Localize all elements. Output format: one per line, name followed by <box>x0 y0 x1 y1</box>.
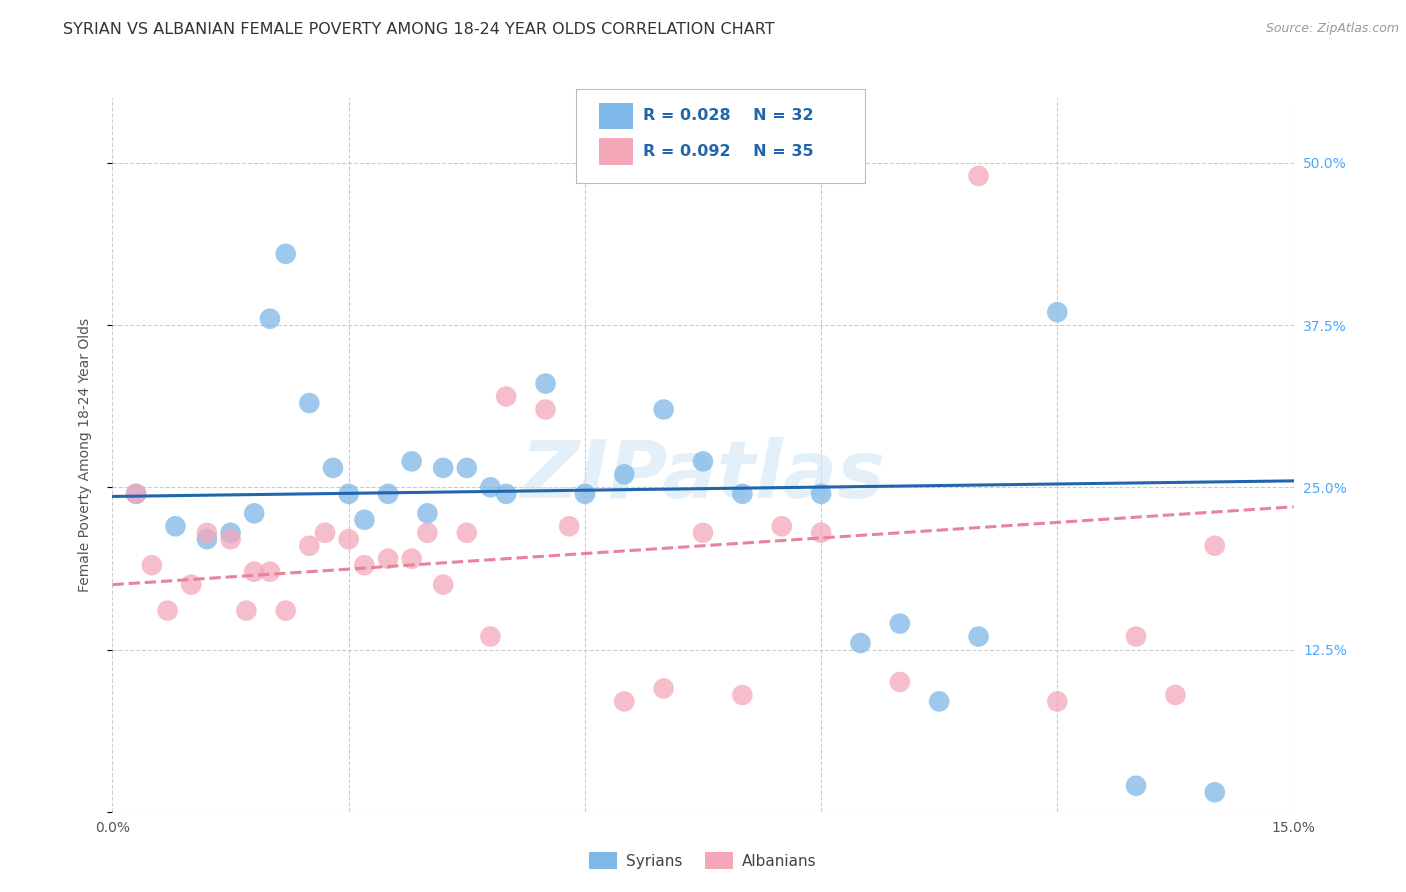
Point <box>652 402 675 417</box>
Point <box>613 694 636 708</box>
Point <box>495 390 517 404</box>
Point <box>534 376 557 391</box>
Point <box>298 396 321 410</box>
Point <box>967 630 990 644</box>
Point <box>401 551 423 566</box>
Point <box>692 454 714 468</box>
Point <box>298 539 321 553</box>
Point <box>322 461 344 475</box>
Point <box>574 487 596 501</box>
Point <box>456 525 478 540</box>
Point <box>889 675 911 690</box>
Point <box>156 604 179 618</box>
Point <box>337 533 360 547</box>
Point <box>180 577 202 591</box>
Point <box>274 247 297 261</box>
Legend: Syrians, Albanians: Syrians, Albanians <box>583 846 823 875</box>
Point <box>195 525 218 540</box>
Point <box>1046 305 1069 319</box>
Point <box>353 558 375 573</box>
Point <box>235 604 257 618</box>
Point <box>692 525 714 540</box>
Point <box>534 402 557 417</box>
Point <box>259 565 281 579</box>
Point <box>337 487 360 501</box>
Y-axis label: Female Poverty Among 18-24 Year Olds: Female Poverty Among 18-24 Year Olds <box>77 318 91 592</box>
Point <box>849 636 872 650</box>
Point <box>274 604 297 618</box>
Point <box>479 630 502 644</box>
Point <box>1125 630 1147 644</box>
Point <box>1204 539 1226 553</box>
Point <box>1046 694 1069 708</box>
Point <box>1164 688 1187 702</box>
Text: R = 0.028    N = 32: R = 0.028 N = 32 <box>643 109 813 123</box>
Text: R = 0.092    N = 35: R = 0.092 N = 35 <box>643 145 813 159</box>
Point <box>125 487 148 501</box>
Point <box>401 454 423 468</box>
Point <box>416 525 439 540</box>
Point <box>731 688 754 702</box>
Point <box>456 461 478 475</box>
Point <box>416 506 439 520</box>
Point <box>810 525 832 540</box>
Point <box>377 551 399 566</box>
Text: SYRIAN VS ALBANIAN FEMALE POVERTY AMONG 18-24 YEAR OLDS CORRELATION CHART: SYRIAN VS ALBANIAN FEMALE POVERTY AMONG … <box>63 22 775 37</box>
Text: Source: ZipAtlas.com: Source: ZipAtlas.com <box>1265 22 1399 36</box>
Point <box>558 519 581 533</box>
Point <box>243 506 266 520</box>
Point <box>432 577 454 591</box>
Point <box>810 487 832 501</box>
Point <box>219 525 242 540</box>
Point <box>613 467 636 482</box>
Point <box>243 565 266 579</box>
Point <box>652 681 675 696</box>
Point <box>125 487 148 501</box>
Point <box>353 513 375 527</box>
Point <box>314 525 336 540</box>
Point <box>195 533 218 547</box>
Point <box>479 480 502 494</box>
Point <box>770 519 793 533</box>
Point <box>259 311 281 326</box>
Point <box>731 487 754 501</box>
Text: ZIPatlas: ZIPatlas <box>520 437 886 516</box>
Point <box>495 487 517 501</box>
Point <box>165 519 187 533</box>
Point <box>967 169 990 183</box>
Point <box>432 461 454 475</box>
Point <box>377 487 399 501</box>
Point <box>889 616 911 631</box>
Point <box>1125 779 1147 793</box>
Point <box>219 533 242 547</box>
Point <box>1204 785 1226 799</box>
Point <box>141 558 163 573</box>
Point <box>928 694 950 708</box>
